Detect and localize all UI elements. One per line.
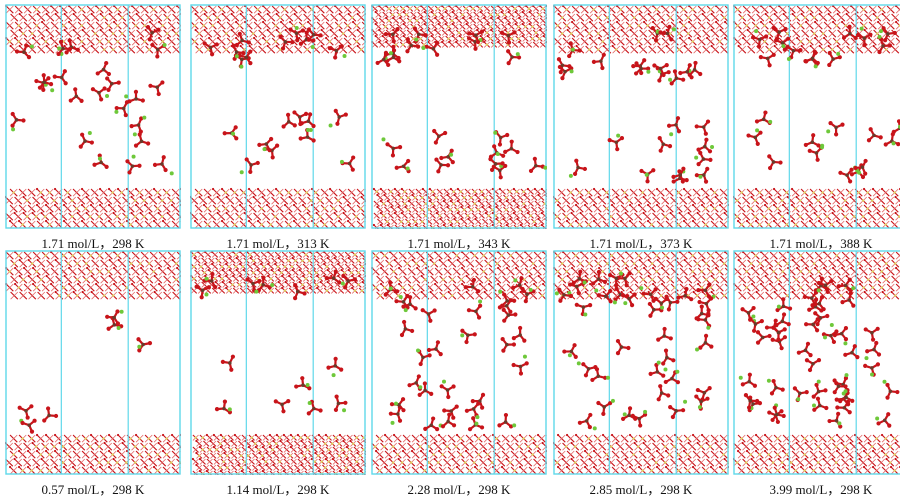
molecular-snapshot (5, 250, 181, 475)
simulation-panel: 1.71 mol/L，343 K (371, 4, 547, 249)
solute-molecules (195, 269, 357, 415)
panel-caption: 0.57 mol/L，298 K (5, 479, 181, 498)
simulation-panel: 1.71 mol/L，298 K (5, 4, 181, 249)
crystal-slab (553, 188, 729, 228)
solute-molecules (10, 25, 173, 175)
solute-molecules (18, 309, 152, 433)
crystal-slab (373, 188, 547, 229)
molecular-snapshot (553, 4, 729, 229)
simulation-panel: 0.57 mol/L，298 K (5, 250, 181, 495)
simulation-panel: 1.71 mol/L，388 K (733, 4, 900, 249)
solute-molecules (555, 270, 716, 431)
simulation-panel: 2.28 mol/L，298 K (371, 250, 547, 495)
crystal-slab (5, 188, 181, 228)
simulation-panel: 3.99 mol/L，298 K (733, 250, 900, 495)
crystal-slab (733, 434, 900, 474)
simulation-panel: 1.71 mol/L，373 K (553, 4, 729, 249)
panel-caption: 2.85 mol/L，298 K (553, 479, 729, 498)
solute-molecules (384, 276, 536, 431)
molecular-snapshot (553, 250, 729, 475)
molecular-snapshot (190, 250, 366, 475)
crystal-slab (371, 5, 547, 48)
molecular-snapshot (5, 4, 181, 229)
molecular-snapshot (371, 250, 547, 475)
crystal-slab (372, 434, 547, 474)
panel-caption: 3.99 mol/L，298 K (733, 479, 900, 498)
crystal-slab (190, 188, 366, 228)
molecular-snapshot (733, 4, 900, 229)
solute-molecules (376, 26, 547, 179)
molecular-snapshot (190, 4, 366, 229)
crystal-slab (553, 434, 729, 474)
simulation-panel: 1.14 mol/L，298 K (190, 250, 366, 495)
panel-caption: 2.28 mol/L，298 K (371, 479, 547, 498)
simulation-panel: 2.85 mol/L，298 K (553, 250, 729, 495)
simulation-panel: 1.71 mol/L，313 K (190, 4, 366, 249)
crystal-slab (733, 188, 900, 228)
crystal-slab (192, 434, 366, 475)
solute-molecules (739, 277, 900, 429)
crystal-slab (5, 434, 181, 474)
panel-caption: 1.14 mol/L，298 K (190, 479, 366, 498)
molecular-snapshot (371, 4, 547, 229)
crystal-slab (5, 251, 181, 299)
crystal-slab (553, 5, 729, 53)
molecular-snapshot (733, 250, 900, 475)
